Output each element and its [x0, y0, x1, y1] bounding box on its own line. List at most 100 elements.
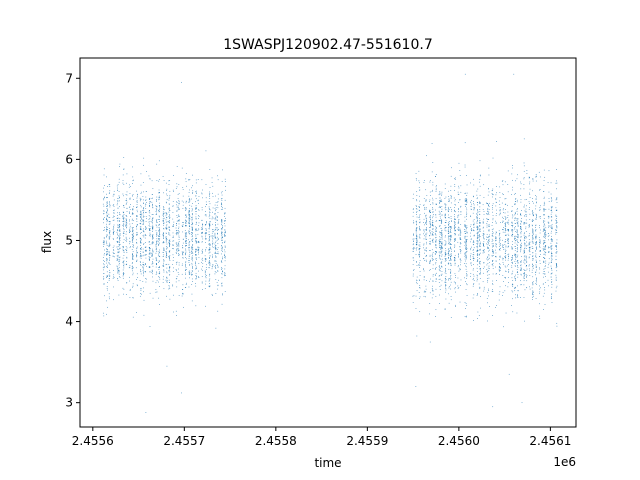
- data-point: [435, 281, 437, 282]
- data-point: [136, 197, 138, 199]
- data-point: [131, 263, 133, 264]
- data-point: [539, 254, 541, 255]
- data-point: [532, 265, 533, 267]
- data-point: [152, 214, 154, 215]
- data-point: [158, 243, 160, 245]
- data-point: [175, 278, 177, 280]
- data-point: [224, 232, 226, 234]
- data-point: [536, 260, 537, 262]
- data-point: [531, 248, 533, 249]
- data-point: [169, 267, 170, 269]
- data-point: [129, 237, 130, 239]
- data-point: [175, 233, 177, 235]
- data-point: [458, 253, 459, 255]
- data-point: [185, 245, 187, 247]
- data-point: [185, 223, 187, 224]
- data-point: [109, 186, 111, 187]
- data-point: [504, 257, 506, 258]
- data-point: [532, 236, 534, 238]
- data-point: [520, 274, 522, 276]
- data-point: [543, 210, 545, 212]
- data-point: [441, 242, 443, 244]
- data-point: [412, 248, 414, 250]
- data-point: [495, 222, 497, 224]
- data-point: [142, 248, 144, 250]
- data-point: [459, 269, 461, 271]
- data-point: [511, 257, 513, 258]
- data-point: [109, 221, 111, 223]
- data-point: [496, 192, 497, 194]
- data-point: [543, 205, 545, 206]
- data-point: [499, 256, 501, 258]
- data-point: [483, 249, 485, 250]
- data-point: [209, 258, 210, 259]
- data-point: [499, 286, 501, 288]
- data-point: [440, 284, 442, 286]
- data-point: [222, 270, 223, 272]
- data-point: [178, 215, 180, 217]
- data-point: [165, 215, 167, 217]
- data-point: [514, 242, 516, 244]
- data-point: [156, 226, 158, 228]
- data-point: [197, 250, 199, 251]
- data-point: [536, 241, 537, 242]
- data-point: [499, 255, 501, 257]
- data-point: [191, 239, 193, 240]
- data-point: [148, 228, 150, 229]
- data-point: [176, 220, 178, 222]
- data-point: [453, 227, 455, 229]
- data-point: [487, 263, 489, 264]
- data-point: [479, 220, 481, 221]
- data-point: [445, 286, 446, 288]
- data-point: [476, 225, 478, 227]
- data-point: [489, 240, 490, 242]
- data-point: [495, 260, 497, 262]
- data-point: [543, 243, 544, 244]
- data-point: [132, 274, 134, 276]
- data-point: [472, 220, 474, 222]
- data-point: [507, 242, 509, 244]
- data-point: [149, 201, 151, 203]
- data-point: [499, 263, 501, 264]
- data-point: [159, 286, 160, 287]
- data-point: [196, 198, 197, 200]
- data-point: [440, 248, 442, 250]
- data-point: [514, 290, 516, 292]
- data-point: [156, 240, 158, 242]
- data-point: [464, 229, 465, 230]
- data-point: [152, 297, 154, 299]
- data-point: [149, 203, 151, 204]
- data-point: [125, 182, 127, 184]
- data-point: [416, 200, 418, 202]
- data-point: [178, 202, 180, 204]
- data-point: [191, 234, 192, 235]
- data-point: [106, 286, 108, 287]
- data-point: [473, 196, 474, 198]
- data-point: [429, 250, 431, 251]
- data-point: [520, 235, 522, 237]
- data-point: [166, 254, 167, 256]
- data-point: [450, 207, 452, 208]
- data-point: [499, 234, 500, 236]
- data-point: [137, 194, 138, 196]
- data-point: [479, 252, 481, 254]
- data-point: [439, 197, 441, 199]
- data-point: [507, 241, 509, 243]
- data-point: [158, 196, 160, 198]
- data-point: [466, 257, 467, 258]
- data-point: [132, 270, 133, 272]
- data-point: [448, 254, 449, 256]
- data-point: [217, 243, 219, 245]
- data-point: [482, 252, 484, 254]
- data-point: [516, 230, 518, 231]
- data-point: [201, 229, 202, 230]
- data-point: [454, 245, 456, 247]
- data-point: [531, 220, 533, 222]
- data-point: [202, 197, 203, 199]
- data-point: [508, 253, 510, 255]
- data-point: [155, 225, 157, 226]
- data-point: [466, 271, 468, 272]
- data-point: [492, 249, 493, 250]
- data-point: [504, 204, 506, 206]
- data-point: [454, 214, 455, 215]
